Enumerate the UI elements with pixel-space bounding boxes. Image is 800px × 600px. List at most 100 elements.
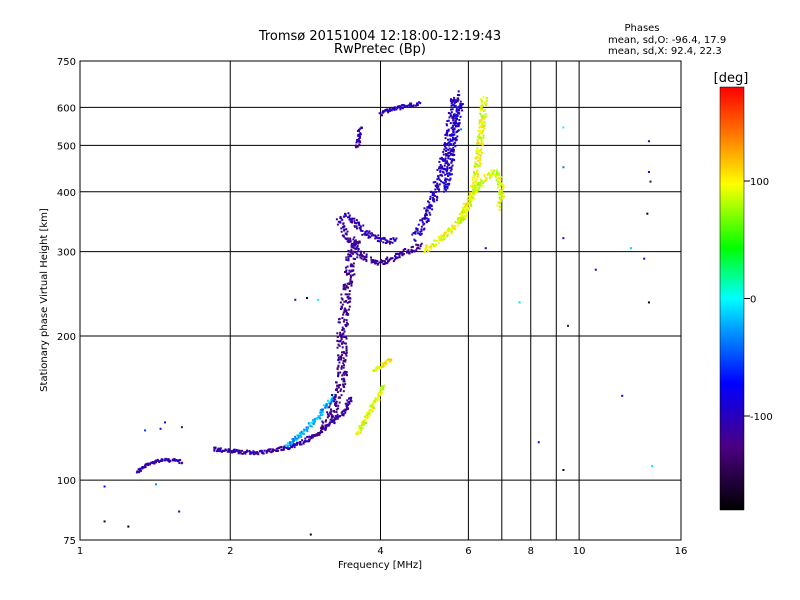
data-point <box>368 411 371 414</box>
data-point <box>467 206 470 209</box>
data-point <box>449 112 452 115</box>
data-point <box>482 134 485 137</box>
data-point <box>483 173 486 176</box>
data-point <box>339 215 342 218</box>
data-point <box>373 407 376 410</box>
data-point <box>334 398 337 401</box>
data-point <box>447 175 450 178</box>
data-point <box>353 217 356 220</box>
data-point <box>390 257 393 260</box>
data-point <box>342 222 345 225</box>
data-point <box>436 178 439 181</box>
data-point <box>439 166 442 169</box>
data-point <box>302 432 305 435</box>
data-point <box>402 253 405 256</box>
data-point <box>332 399 335 402</box>
data-points <box>103 90 654 536</box>
data-point <box>248 450 251 453</box>
data-point <box>492 169 495 172</box>
data-point <box>379 392 382 395</box>
data-point <box>356 253 359 256</box>
data-point <box>344 360 347 363</box>
data-point <box>496 171 499 174</box>
data-point <box>477 173 480 176</box>
data-point <box>303 440 306 443</box>
data-point <box>436 196 439 199</box>
data-point <box>426 209 429 212</box>
data-point <box>352 238 355 241</box>
data-point <box>450 114 453 117</box>
data-point <box>363 251 366 254</box>
data-point <box>350 396 353 399</box>
data-point <box>348 308 351 311</box>
data-point <box>337 407 340 410</box>
data-point <box>454 139 457 142</box>
data-point <box>339 414 342 417</box>
data-point <box>341 413 344 416</box>
data-point <box>452 121 455 124</box>
data-point <box>390 358 393 361</box>
data-point <box>451 103 454 106</box>
data-point <box>451 158 454 161</box>
data-point <box>271 448 274 451</box>
data-point <box>365 255 368 258</box>
data-point <box>480 116 483 119</box>
data-point <box>313 435 316 438</box>
data-point <box>349 280 352 283</box>
data-point <box>476 149 479 152</box>
x-tick-label: 8 <box>528 546 534 557</box>
data-point <box>259 450 262 453</box>
data-point <box>330 414 333 417</box>
data-point <box>343 373 346 376</box>
data-point <box>345 337 348 340</box>
data-point <box>443 231 446 234</box>
data-point <box>430 247 433 250</box>
data-point <box>482 125 485 128</box>
data-point <box>345 354 348 357</box>
data-point <box>470 203 473 206</box>
data-point <box>401 106 404 109</box>
data-point <box>179 458 182 461</box>
data-point <box>173 457 176 460</box>
data-point <box>355 433 358 436</box>
data-point <box>422 223 425 226</box>
data-point <box>476 155 479 158</box>
data-point <box>469 201 472 204</box>
data-point <box>376 260 379 263</box>
data-point <box>437 190 440 193</box>
data-point <box>308 423 311 426</box>
data-point <box>321 420 324 423</box>
data-point <box>474 163 477 166</box>
data-point <box>254 451 257 454</box>
data-point <box>477 141 480 144</box>
data-point <box>401 252 404 255</box>
data-point <box>341 351 344 354</box>
data-point <box>350 276 353 279</box>
data-point <box>382 110 385 113</box>
data-point <box>222 449 225 452</box>
data-point <box>479 125 482 128</box>
data-point <box>457 108 460 111</box>
data-point <box>450 133 453 136</box>
data-point <box>350 245 353 248</box>
data-point <box>443 235 446 238</box>
data-point <box>275 447 278 450</box>
data-point <box>353 236 356 239</box>
data-point <box>450 173 453 176</box>
data-point <box>452 99 455 102</box>
colorbar-label: [deg] <box>714 71 749 86</box>
data-point <box>499 189 502 192</box>
data-point <box>359 431 362 434</box>
data-point <box>393 258 396 261</box>
data-point <box>446 187 449 190</box>
data-point <box>475 149 478 152</box>
data-point <box>176 459 179 462</box>
data-point <box>429 195 432 198</box>
data-point <box>273 449 276 452</box>
data-point <box>325 419 328 422</box>
data-point <box>178 510 181 513</box>
data-point <box>476 165 479 168</box>
data-point <box>333 418 336 421</box>
data-point <box>354 258 357 261</box>
data-point <box>337 358 340 361</box>
